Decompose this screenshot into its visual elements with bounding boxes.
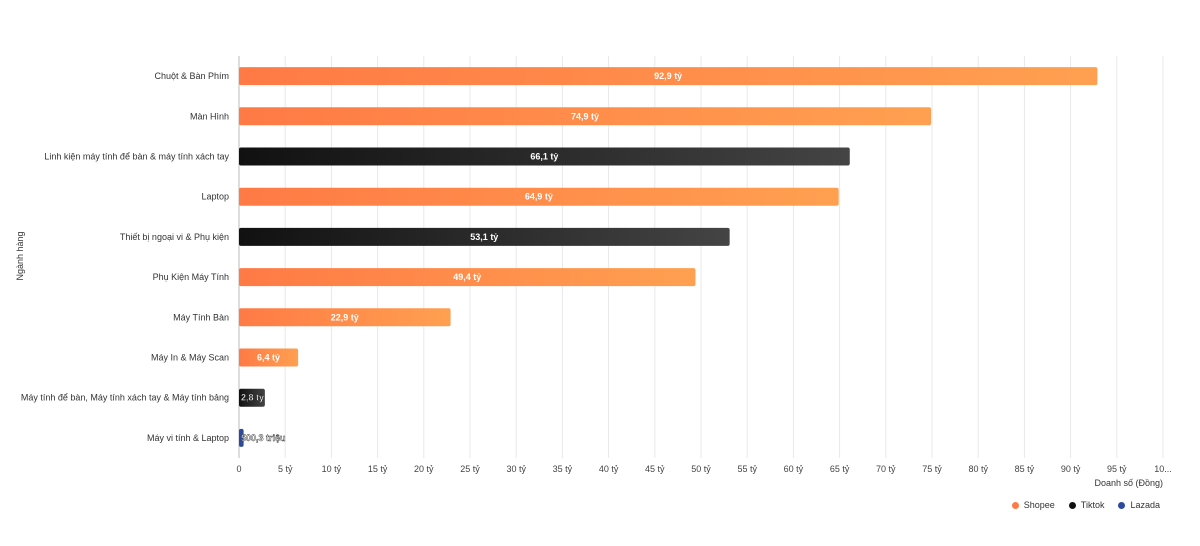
bar-value-label: 22,9 tỷ xyxy=(331,312,359,322)
bar-may-tinh-ban[interactable] xyxy=(239,308,451,327)
category-label: Chuột & Bàn Phím xyxy=(154,71,229,81)
bar-laptop[interactable] xyxy=(239,187,839,206)
legend-marker-shopee xyxy=(1011,501,1019,509)
bar-may-tinh-de-ban-may-tinh-xach-tay-may-tinh-bang[interactable] xyxy=(239,388,265,407)
category-label: Laptop xyxy=(201,192,229,202)
category-label: Máy tính để bàn, Máy tính xách tay & Máy… xyxy=(21,393,229,403)
x-tick-label: 30 tỷ xyxy=(506,464,526,474)
x-tick-label: 20 tỷ xyxy=(414,464,434,474)
bar-man-hinh[interactable] xyxy=(239,107,932,126)
legend-item-shopee[interactable]: Shopee xyxy=(1011,500,1055,510)
x-tick-label: 50 tỷ xyxy=(691,464,711,474)
x-tick-label: 60 tỷ xyxy=(784,464,804,474)
bar-may-in-may-scan[interactable] xyxy=(239,348,299,367)
bar-value-label: 2,8 tỷ xyxy=(241,393,264,403)
bar-value-label: 49,4 tỷ xyxy=(453,272,481,282)
bar-value-label: 500,3 triệu xyxy=(241,433,286,443)
x-tick-label: 15 tỷ xyxy=(368,464,388,474)
category-label: Màn Hình xyxy=(190,111,229,121)
x-tick-label: 55 tỷ xyxy=(737,464,757,474)
bar-thiet-bi-ngoai-vi-phu-kien[interactable] xyxy=(239,227,730,246)
x-tick-label: 95 tỷ xyxy=(1107,464,1127,474)
chart-legend: Shopee Tiktok Lazada xyxy=(1011,500,1160,510)
category-label: Thiết bị ngoại vi & Phụ kiện xyxy=(120,232,229,242)
x-tick-label: 35 tỷ xyxy=(553,464,573,474)
legend-label-shopee: Shopee xyxy=(1023,500,1055,510)
bar-chuot-ban-phim[interactable] xyxy=(239,67,1098,86)
x-tick-label: 80 tỷ xyxy=(968,464,988,474)
legend-label-tiktok: Tiktok xyxy=(1080,500,1105,510)
bar-value-label: 53,1 tỷ xyxy=(470,232,498,242)
bar-value-label: 92,9 tỷ xyxy=(654,71,682,81)
category-label: Linh kiện máy tính để bàn & máy tính xác… xyxy=(44,152,229,162)
category-label: Phụ Kiện Máy Tính xyxy=(153,272,229,282)
x-tick-label: 75 tỷ xyxy=(922,464,942,474)
bar-may-vi-tinh-laptop[interactable] xyxy=(239,428,244,447)
bar-value-label: 66,1 tỷ xyxy=(530,152,558,162)
bar-linh-kien-may-tinh-de-ban-may-tinh-xach-tay[interactable] xyxy=(239,147,850,166)
x-tick-label: 5 tỷ xyxy=(278,464,293,474)
legend-item-tiktok[interactable]: Tiktok xyxy=(1068,500,1105,510)
x-axis-title: Doanh số (Đồng) xyxy=(1094,478,1163,488)
category-label: Máy vi tính & Laptop xyxy=(147,433,229,443)
bar-value-label: 64,9 tỷ xyxy=(525,192,553,202)
y-axis-title: Ngành hàng xyxy=(15,231,25,280)
category-label: Máy Tính Bàn xyxy=(173,312,229,322)
x-tick-label: 70 tỷ xyxy=(876,464,896,474)
legend-label-lazada: Lazada xyxy=(1130,500,1160,510)
x-tick-label: 0 xyxy=(236,464,241,474)
bar-value-label: 74,9 tỷ xyxy=(571,111,599,121)
bar-phu-kien-may-tinh[interactable] xyxy=(239,268,696,287)
x-tick-label: 65 tỷ xyxy=(830,464,850,474)
x-tick-label: 25 tỷ xyxy=(460,464,480,474)
bar-value-label: 6,4 tỷ xyxy=(257,353,280,363)
x-tick-label: 45 tỷ xyxy=(645,464,665,474)
category-label: Máy In & Máy Scan xyxy=(151,353,229,363)
x-tick-label: 10 tỷ xyxy=(322,464,342,474)
x-tick-label: 90 tỷ xyxy=(1061,464,1081,474)
legend-item-lazada[interactable]: Lazada xyxy=(1118,500,1160,510)
legend-marker-lazada xyxy=(1118,501,1126,509)
x-tick-label: 40 tỷ xyxy=(599,464,619,474)
x-tick-label: 85 tỷ xyxy=(1015,464,1035,474)
x-tick-label: 10... xyxy=(1154,464,1172,474)
legend-marker-tiktok xyxy=(1068,501,1076,509)
